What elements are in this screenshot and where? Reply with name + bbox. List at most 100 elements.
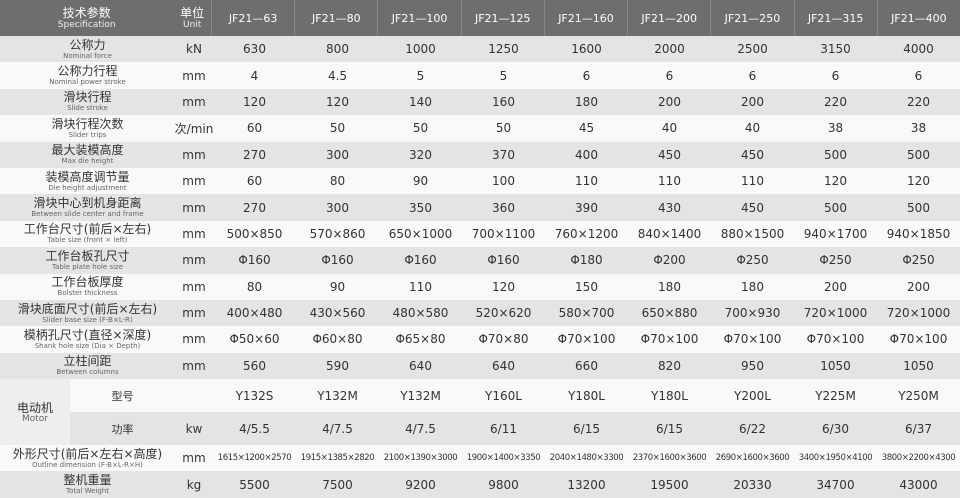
cell: 13200	[567, 477, 606, 492]
model-header: JF21—200	[627, 0, 710, 36]
name-zh: 滑块底面尺寸(前后×左右)	[17, 301, 158, 316]
cell: 110	[575, 174, 598, 189]
unit-cell: mm	[182, 451, 206, 466]
name-zh: 公称力	[69, 37, 106, 52]
cell: Y200L	[734, 388, 771, 403]
cell: 2100×1390×3000	[383, 453, 458, 464]
cell: 630	[243, 42, 266, 57]
name-en: Bolster thickness	[57, 289, 118, 298]
spec-cell: 滑块行程次数 Slider trips	[0, 115, 175, 141]
cell: 5500	[239, 477, 270, 492]
cell: 700×1100	[471, 226, 536, 241]
spec-cell: 滑块行程 Slide stroke	[0, 89, 175, 115]
spec-cell: 工作台尺寸(前后×左右) Table size (front × left)	[0, 221, 175, 247]
cell: 4/7.5	[405, 421, 436, 436]
cell: 80	[246, 279, 263, 294]
cell: 5	[499, 68, 508, 83]
cell: 90	[329, 279, 346, 294]
table-row: 立柱间距 Between columns mm 560 590 640 640 660 820 9…	[0, 352, 960, 380]
cell: 9800	[488, 477, 519, 492]
spec-cell: 工作台板孔尺寸 Table plate hole size	[0, 247, 175, 273]
motor-rows: 型号 Y132S Y132M Y132M Y160L Y180L Y180L Y200L Y22…	[70, 379, 960, 446]
cell: 840×1400	[637, 226, 702, 241]
name-zh: 装模高度调节量	[45, 169, 130, 184]
cell: 6	[582, 68, 591, 83]
cell: 300	[326, 200, 349, 215]
cell: 1250	[488, 42, 519, 57]
cell: 6	[665, 68, 674, 83]
cell: 50	[412, 121, 429, 136]
spec-cell: 最大装模高度 Max die height	[0, 142, 175, 168]
cell: Φ160	[487, 253, 520, 268]
cell: 6/22	[739, 421, 766, 436]
cell: Y132M	[400, 388, 441, 403]
spec-header: 技术参数 Specification	[0, 0, 173, 36]
name-en: Slider base size (F-B×L-R)	[42, 315, 133, 324]
cell: Φ60×80	[312, 332, 363, 347]
cell: 200	[824, 279, 847, 294]
model-header: JF21—250	[710, 0, 793, 36]
cell: 4/7.5	[322, 421, 353, 436]
cell: 650×880	[641, 306, 698, 321]
cell: 9200	[405, 477, 436, 492]
model-header: JF21—315	[793, 0, 877, 36]
unit-cell: mm	[182, 226, 206, 241]
cell: 940×1850	[886, 226, 951, 241]
table-row: 工作台板孔尺寸 Table plate hole size mm Φ160 Φ160 Φ1…	[0, 247, 960, 274]
table-row: 外形尺寸(前后×左右×高度) Outline dimension (F-B×L-R…	[0, 445, 960, 472]
cell: Φ50×60	[229, 332, 280, 347]
cell: 120	[326, 94, 349, 109]
unit-cell: 次/min	[175, 121, 213, 136]
cell: 2370×1600×3600	[632, 453, 707, 464]
spec-cell: 装模高度调节量 Die height adjustment	[0, 168, 175, 194]
cell: 6	[914, 68, 923, 83]
cell: 650×1000	[388, 226, 453, 241]
name-en: Table plate hole size	[51, 262, 124, 271]
cell: 6/37	[905, 421, 932, 436]
spec-cell: 公称力行程 Nominal power stroke	[0, 62, 175, 88]
unit-cell: mm	[182, 147, 206, 162]
cell: 1000	[405, 42, 436, 57]
cell: 140	[409, 94, 432, 109]
table-row: 工作台尺寸(前后×左右) Table size (front × left) mm 5…	[0, 220, 960, 248]
cell: 5	[416, 68, 425, 83]
cell: 34700	[816, 477, 855, 492]
cell: 120	[824, 174, 847, 189]
cell: 370	[492, 147, 515, 162]
cell: Φ250	[736, 253, 769, 268]
cell: 6	[831, 68, 840, 83]
cell: Φ70×100	[889, 332, 948, 347]
name-en: Max die height	[61, 157, 114, 166]
cell: 40	[661, 121, 678, 136]
cell: Φ160	[404, 253, 437, 268]
cell: 1600	[571, 42, 602, 57]
cell: 6	[748, 68, 757, 83]
model-header: JF21—100	[377, 0, 460, 36]
name-en: Slide stroke	[67, 104, 108, 113]
cell: 720×1000	[803, 306, 868, 321]
table-row: 滑块中心到机身距离 Between slide center and frame m…	[0, 194, 960, 221]
cell: 60	[246, 174, 263, 189]
cell: Y250M	[898, 388, 939, 403]
name-en: Outline dimension (F-B×L-R×H)	[32, 460, 143, 469]
cell: 200	[907, 279, 930, 294]
cell: 640	[492, 358, 515, 373]
cell: 38	[827, 121, 844, 136]
cell: 60	[246, 121, 263, 136]
cell: 7500	[322, 477, 353, 492]
cell: Φ70×100	[806, 332, 865, 347]
cell: 45	[578, 121, 595, 136]
spec-zh: 技术参数	[62, 5, 111, 20]
unit-en: Unit	[183, 19, 202, 30]
table-row: 整机重量 Total Weight kg 5500 7500 9200 9800 13200 1…	[0, 471, 960, 498]
cell: 6/11	[490, 421, 517, 436]
spec-cell: 工作台板厚度 Bolster thickness	[0, 274, 175, 300]
motor-zh: 电动机	[16, 400, 53, 415]
name-en: Nominal force	[63, 51, 112, 60]
table-row: 滑块行程 Slide stroke mm 120 120 140 160 180 200 200 2…	[0, 88, 960, 116]
cell: 4000	[903, 42, 934, 57]
cell: 350	[409, 200, 432, 215]
table-row: 公称力行程 Nominal power stroke mm 4 4.5 5 5 6 6 6 6 6	[0, 62, 960, 89]
model-header: JF21—400	[876, 0, 960, 36]
